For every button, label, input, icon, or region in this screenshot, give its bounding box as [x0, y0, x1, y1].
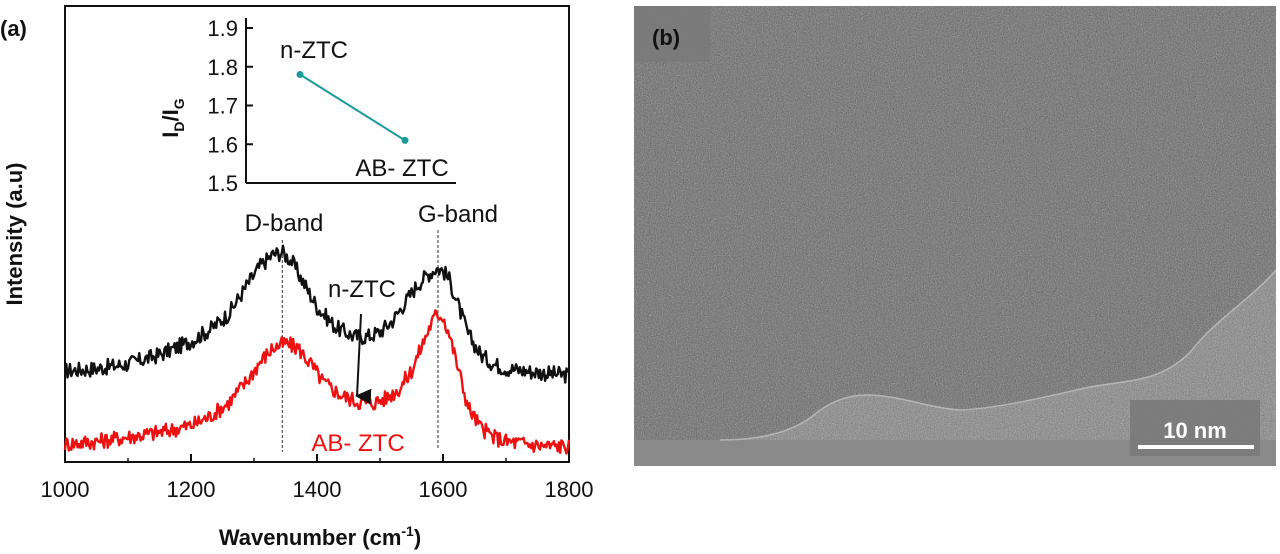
- x-tick-label: 1000: [41, 477, 90, 502]
- scale-bar-label: 10 nm: [1163, 418, 1227, 443]
- inset-chart: 1.5 1.6 1.7 1.8 1.9 ID/IG n-ZTC AB- ZTC: [158, 16, 456, 196]
- inset-y-axis-label: ID/IG: [158, 98, 187, 137]
- inset-y-tick-label: 1.7: [207, 94, 238, 119]
- n-ztc-label: n-ZTC: [328, 276, 396, 303]
- x-tick-label: 1600: [419, 477, 468, 502]
- inset-line: [299, 73, 406, 142]
- inset-label-ab-ztc: AB- ZTC: [355, 155, 448, 182]
- lattice-texture: [634, 6, 1276, 440]
- g-band-label: G-band: [418, 201, 498, 228]
- x-axis-tick-labels: 1000 1200 1400 1600 1800: [41, 477, 594, 502]
- inset-point: [401, 136, 409, 144]
- inset-series: [296, 71, 409, 144]
- x-axis-ticks: [64, 454, 570, 462]
- panel-a-label: (a): [0, 16, 27, 41]
- x-tick-label: 1800: [545, 477, 594, 502]
- x-axis-label: Wavenumber (cm-1): [219, 523, 421, 550]
- inset-y-ticks: [246, 27, 253, 184]
- raman-chart: 1000 1200 1400 1600 1800 Wavenumber (cm-1) I…: [2, 5, 594, 550]
- tem-image: [634, 6, 1276, 466]
- inset-y-tick-label: 1.5: [207, 171, 238, 196]
- series-line-ab-ztc: [63, 309, 571, 455]
- d-band-label: D-band: [245, 210, 324, 237]
- particle-edge: [719, 269, 1276, 441]
- inset-y-tick-label: 1.8: [207, 55, 238, 80]
- series-layer: [63, 244, 571, 455]
- n-ztc-arrow: [355, 313, 372, 405]
- inset-y-tick-label: 1.6: [207, 132, 238, 157]
- inset-label-n-ztc: n-ZTC: [280, 37, 348, 64]
- inset-y-tick-label: 1.9: [207, 16, 238, 41]
- series-line-n-ztc: [64, 244, 571, 384]
- inset-point: [296, 71, 304, 78]
- inset-y-tick-labels: 1.5 1.6 1.7 1.8 1.9: [207, 16, 238, 196]
- panel-b-label: (b): [652, 25, 680, 50]
- x-tick-label: 1200: [167, 477, 216, 502]
- y-axis-label: Intensity (a.u): [2, 162, 27, 305]
- x-tick-label: 1400: [293, 477, 342, 502]
- ab-ztc-label: AB- ZTC: [311, 430, 404, 457]
- panel-b-label-box: [634, 6, 710, 62]
